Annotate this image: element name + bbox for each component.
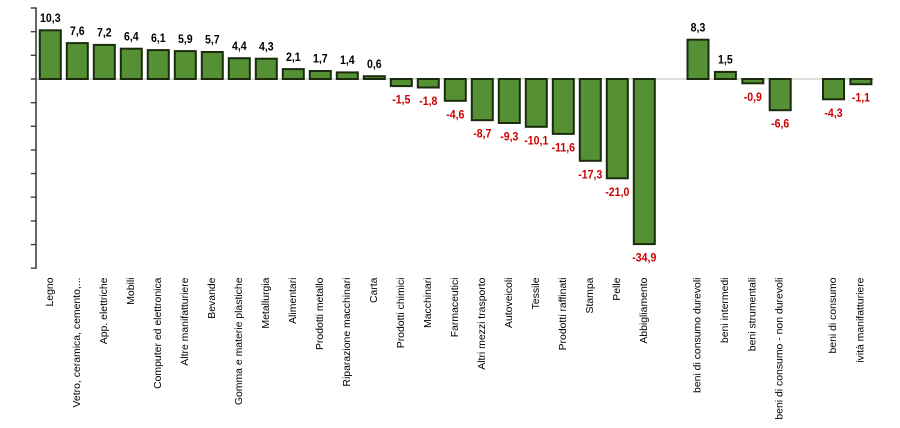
svg-text:1,5: 1,5 (718, 54, 733, 67)
svg-text:Gomma e materie plastiche: Gomma e materie plastiche (234, 277, 245, 405)
svg-text:Riparazione macchinari: Riparazione macchinari (342, 278, 353, 387)
svg-text:1,4: 1,4 (340, 55, 355, 68)
svg-text:5,9: 5,9 (178, 33, 193, 46)
svg-text:Pelle: Pelle (612, 277, 623, 300)
svg-text:1,7: 1,7 (313, 53, 328, 66)
svg-text:-34,9: -34,9 (632, 252, 656, 265)
svg-text:6,1: 6,1 (151, 32, 166, 45)
svg-text:beni intermedi: beni intermedi (720, 278, 731, 344)
svg-text:beni di consumo - non durevoli: beni di consumo - non durevoli (775, 278, 786, 420)
svg-text:2,1: 2,1 (286, 51, 301, 64)
svg-text:Stampa: Stampa (585, 277, 596, 313)
svg-text:10,3: 10,3 (40, 12, 61, 25)
svg-text:App. elettriche: App. elettriche (99, 277, 110, 344)
svg-text:Bevande: Bevande (207, 277, 218, 318)
svg-text:-9,3: -9,3 (500, 131, 518, 144)
svg-text:Farmaceutici: Farmaceutici (450, 278, 461, 338)
svg-text:8,3: 8,3 (691, 22, 706, 35)
svg-text:-21,0: -21,0 (605, 186, 629, 199)
svg-text:Altri mezzi trasporto: Altri mezzi trasporto (477, 277, 488, 369)
svg-text:Mobili: Mobili (126, 278, 137, 305)
svg-text:7,6: 7,6 (70, 25, 85, 38)
svg-text:Autoveicoli: Autoveicoli (504, 278, 515, 328)
svg-text:0,6: 0,6 (367, 58, 382, 71)
svg-text:-1,5: -1,5 (392, 94, 410, 107)
svg-text:Legno: Legno (45, 277, 56, 306)
svg-text:6,4: 6,4 (124, 31, 139, 44)
svg-text:4,4: 4,4 (232, 40, 247, 53)
svg-text:beni di consumo durevoli: beni di consumo durevoli (693, 278, 704, 393)
svg-text:Abbigliamento: Abbigliamento (639, 277, 650, 343)
svg-text:Carta: Carta (369, 277, 380, 303)
svg-text:5,7: 5,7 (205, 34, 220, 47)
svg-text:Altre manifatturiere: Altre manifatturiere (180, 277, 191, 365)
svg-text:-1,8: -1,8 (419, 95, 437, 108)
svg-text:-6,6: -6,6 (771, 118, 789, 131)
svg-text:-4,3: -4,3 (824, 107, 842, 120)
svg-text:Metallurgia: Metallurgia (261, 277, 272, 328)
svg-text:beni strumentali: beni strumentali (747, 278, 758, 352)
svg-text:Alimentari: Alimentari (288, 278, 299, 324)
svg-text:-17,3: -17,3 (578, 169, 602, 182)
svg-text:Tessile: Tessile (531, 277, 542, 309)
svg-text:beni di consumo: beni di consumo (828, 277, 839, 353)
svg-text:-10,1: -10,1 (524, 135, 548, 148)
svg-text:-4,6: -4,6 (446, 109, 464, 122)
svg-text:Vetro, ceramica, cemento,...: Vetro, ceramica, cemento,... (72, 278, 83, 408)
svg-text:Prodotti metallo: Prodotti metallo (315, 277, 326, 350)
svg-text:Prodotti raffinati: Prodotti raffinati (558, 278, 569, 351)
svg-text:-0,9: -0,9 (744, 91, 762, 104)
svg-text:-8,7: -8,7 (473, 128, 491, 141)
svg-text:-11,6: -11,6 (552, 142, 575, 155)
svg-text:7,2: 7,2 (97, 27, 112, 40)
svg-text:Computer ed elettronica: Computer ed elettronica (153, 277, 164, 389)
svg-text:ività manifatturiere: ività manifatturiere (855, 277, 866, 362)
svg-text:-1,1: -1,1 (852, 92, 870, 105)
svg-text:Macchinari: Macchinari (423, 278, 434, 328)
svg-text:4,3: 4,3 (259, 41, 274, 54)
svg-text:Prodotti chimici: Prodotti chimici (396, 278, 407, 349)
